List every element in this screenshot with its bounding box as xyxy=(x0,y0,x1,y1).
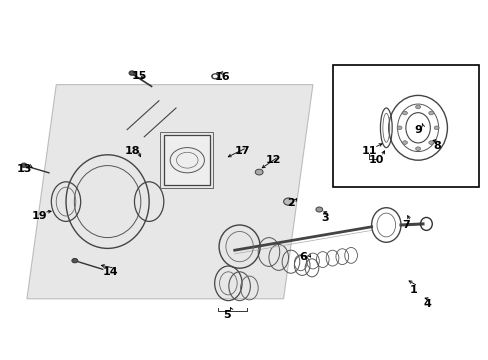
Circle shape xyxy=(428,141,433,144)
Circle shape xyxy=(255,169,263,175)
Circle shape xyxy=(402,111,407,115)
Bar xyxy=(160,132,213,188)
Text: 2: 2 xyxy=(286,198,294,208)
Circle shape xyxy=(433,126,438,130)
Text: 12: 12 xyxy=(265,155,281,165)
Circle shape xyxy=(428,111,433,115)
Text: 17: 17 xyxy=(234,146,249,156)
Text: 9: 9 xyxy=(413,125,421,135)
Text: 8: 8 xyxy=(433,141,441,151)
Circle shape xyxy=(315,207,322,212)
Text: 19: 19 xyxy=(31,211,47,221)
Circle shape xyxy=(213,75,217,78)
Bar xyxy=(163,135,210,185)
Text: 3: 3 xyxy=(321,213,328,223)
Circle shape xyxy=(402,141,407,144)
Text: 15: 15 xyxy=(131,71,147,81)
Circle shape xyxy=(211,74,218,79)
Text: 1: 1 xyxy=(408,285,416,295)
Bar xyxy=(332,65,478,187)
Circle shape xyxy=(415,147,420,150)
Text: 10: 10 xyxy=(368,155,384,165)
Circle shape xyxy=(415,105,420,109)
Text: 7: 7 xyxy=(401,220,409,230)
Text: 4: 4 xyxy=(423,299,431,309)
Text: 5: 5 xyxy=(223,310,231,320)
Text: 18: 18 xyxy=(124,146,140,156)
Circle shape xyxy=(396,126,401,130)
Circle shape xyxy=(283,198,293,205)
Text: 11: 11 xyxy=(361,146,376,156)
Circle shape xyxy=(129,71,135,75)
Circle shape xyxy=(21,163,27,167)
Text: 14: 14 xyxy=(102,267,118,277)
Text: 16: 16 xyxy=(214,72,230,82)
Polygon shape xyxy=(27,85,312,299)
Circle shape xyxy=(72,258,78,263)
Text: 6: 6 xyxy=(299,252,306,262)
Text: 13: 13 xyxy=(17,164,32,174)
